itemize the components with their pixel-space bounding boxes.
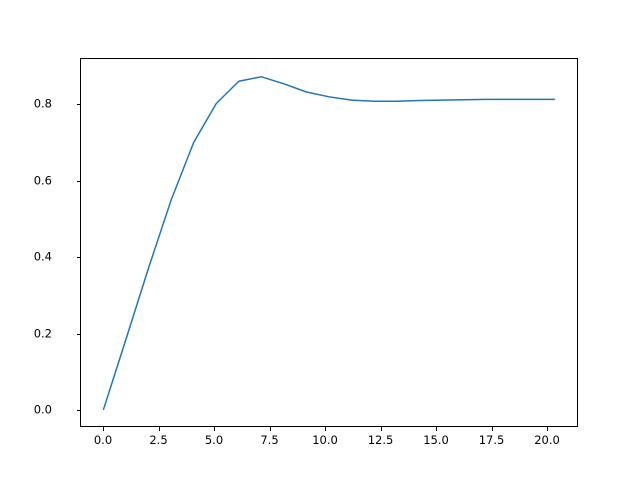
ytick-label: 0.2 bbox=[33, 325, 52, 340]
ytick-mark bbox=[76, 104, 80, 106]
xtick-mark bbox=[491, 427, 493, 431]
xtick-mark bbox=[103, 427, 105, 431]
xtick-label: 2.5 bbox=[149, 433, 168, 447]
xtick-mark bbox=[380, 427, 382, 431]
ytick-mark bbox=[76, 333, 80, 335]
line-chart-svg bbox=[102, 76, 556, 411]
xtick-label: 0.0 bbox=[93, 433, 113, 447]
ytick-label: 0.6 bbox=[33, 173, 52, 188]
xtick-label: 17.5 bbox=[478, 433, 505, 447]
xtick-label: 15.0 bbox=[423, 433, 449, 447]
ytick-mark bbox=[76, 180, 80, 182]
ytick-label: 0.4 bbox=[33, 249, 52, 264]
xtick-mark bbox=[269, 427, 271, 431]
ytick-mark bbox=[76, 257, 80, 259]
xtick-mark bbox=[158, 427, 160, 431]
xtick-mark bbox=[214, 427, 216, 431]
xtick-label: 10.0 bbox=[312, 433, 338, 447]
xtick-mark bbox=[436, 427, 438, 431]
xtick-mark bbox=[325, 427, 327, 431]
plot-area bbox=[80, 58, 578, 427]
xtick-label: 7.5 bbox=[260, 433, 279, 447]
ytick-label: 0.8 bbox=[33, 96, 52, 111]
ytick-label: 0.0 bbox=[33, 402, 52, 417]
xtick-label: 5.0 bbox=[204, 433, 224, 447]
xtick-label: 12.5 bbox=[367, 433, 394, 447]
xtick-mark bbox=[547, 427, 549, 431]
data-series-line bbox=[102, 76, 556, 411]
xtick-label: 20.0 bbox=[534, 433, 560, 447]
ytick-mark bbox=[76, 410, 80, 412]
